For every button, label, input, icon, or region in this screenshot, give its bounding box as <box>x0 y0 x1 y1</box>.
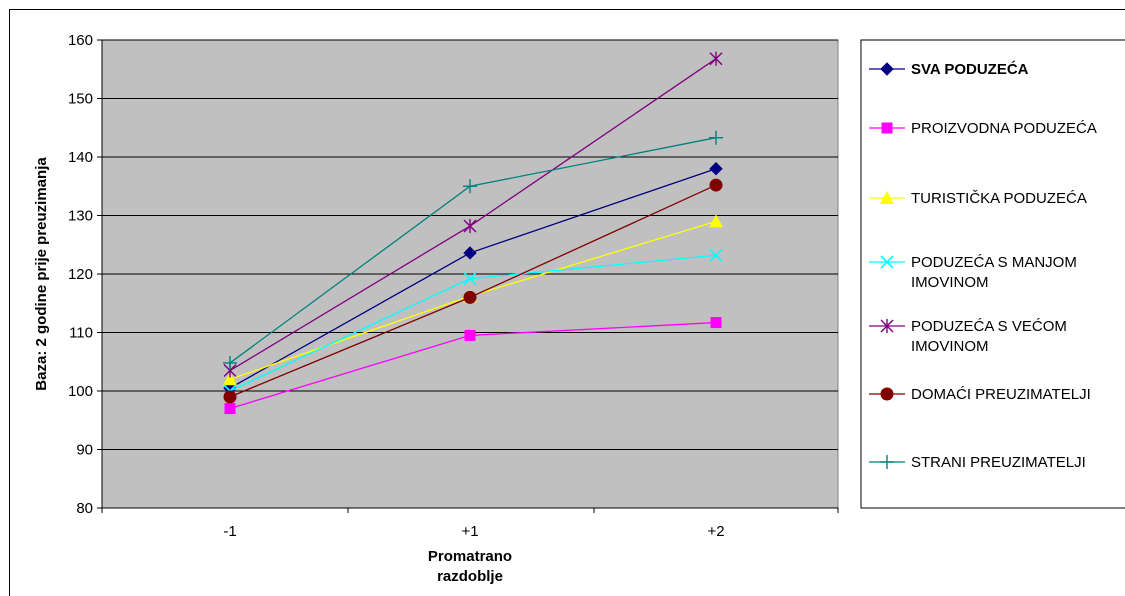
x-axis-title: Promatrano razdoblje <box>428 548 512 585</box>
data-point <box>709 178 723 192</box>
legend-marker <box>880 455 894 469</box>
y-tick-label: 140 <box>68 149 93 166</box>
data-point <box>223 372 237 386</box>
data-point <box>709 130 723 145</box>
data-point <box>223 355 237 370</box>
y-tick-label: 110 <box>69 325 93 342</box>
y-tick-label: 100 <box>68 383 93 400</box>
data-point <box>463 272 477 286</box>
x-tick-label: +2 <box>707 523 724 540</box>
legend-label: PODUZEĆA S MANJOM IMOVINOM <box>911 254 1077 291</box>
y-axis-title: Baza: 2 godine prije preuzimanja <box>33 157 50 391</box>
data-point <box>464 329 476 341</box>
legend-label: STRANI PREUZIMATELJI <box>911 454 1086 471</box>
data-point <box>224 403 236 415</box>
legend-marker <box>880 62 894 76</box>
legend-marker <box>880 319 894 333</box>
legend-marker <box>880 255 894 269</box>
data-point <box>709 161 723 176</box>
y-tick-label: 90 <box>76 442 93 459</box>
legend-marker <box>880 387 894 401</box>
data-point <box>710 317 722 329</box>
data-point <box>463 219 477 234</box>
legend-marker <box>880 191 894 204</box>
data-point <box>709 51 723 66</box>
y-tick-label: 150 <box>68 91 93 108</box>
x-tick-label: +1 <box>461 523 478 540</box>
legend-label: PODUZEĆA S VEĆOM IMOVINOM <box>911 318 1067 355</box>
y-tick-label: 130 <box>68 208 93 225</box>
data-point <box>709 214 723 228</box>
legend-label: PROIZVODNA PODUZEĆA <box>911 120 1097 137</box>
legend-label: DOMAĆI PREUZIMATELJI <box>911 386 1091 403</box>
data-point <box>463 246 477 260</box>
data-point <box>463 290 477 304</box>
legend-label: TURISTIČKA PODUZEĆA <box>911 190 1087 207</box>
legend <box>860 39 1125 509</box>
data-point <box>709 248 723 262</box>
data-point <box>223 390 237 404</box>
y-tick-label: 80 <box>76 500 93 517</box>
legend-marker <box>881 122 893 134</box>
legend-label: SVA PODUZEĆA <box>911 60 1029 78</box>
y-tick-label: 120 <box>68 266 93 283</box>
y-tick-label: 160 <box>68 32 93 49</box>
x-tick-label: -1 <box>223 523 236 540</box>
data-point <box>463 179 477 194</box>
